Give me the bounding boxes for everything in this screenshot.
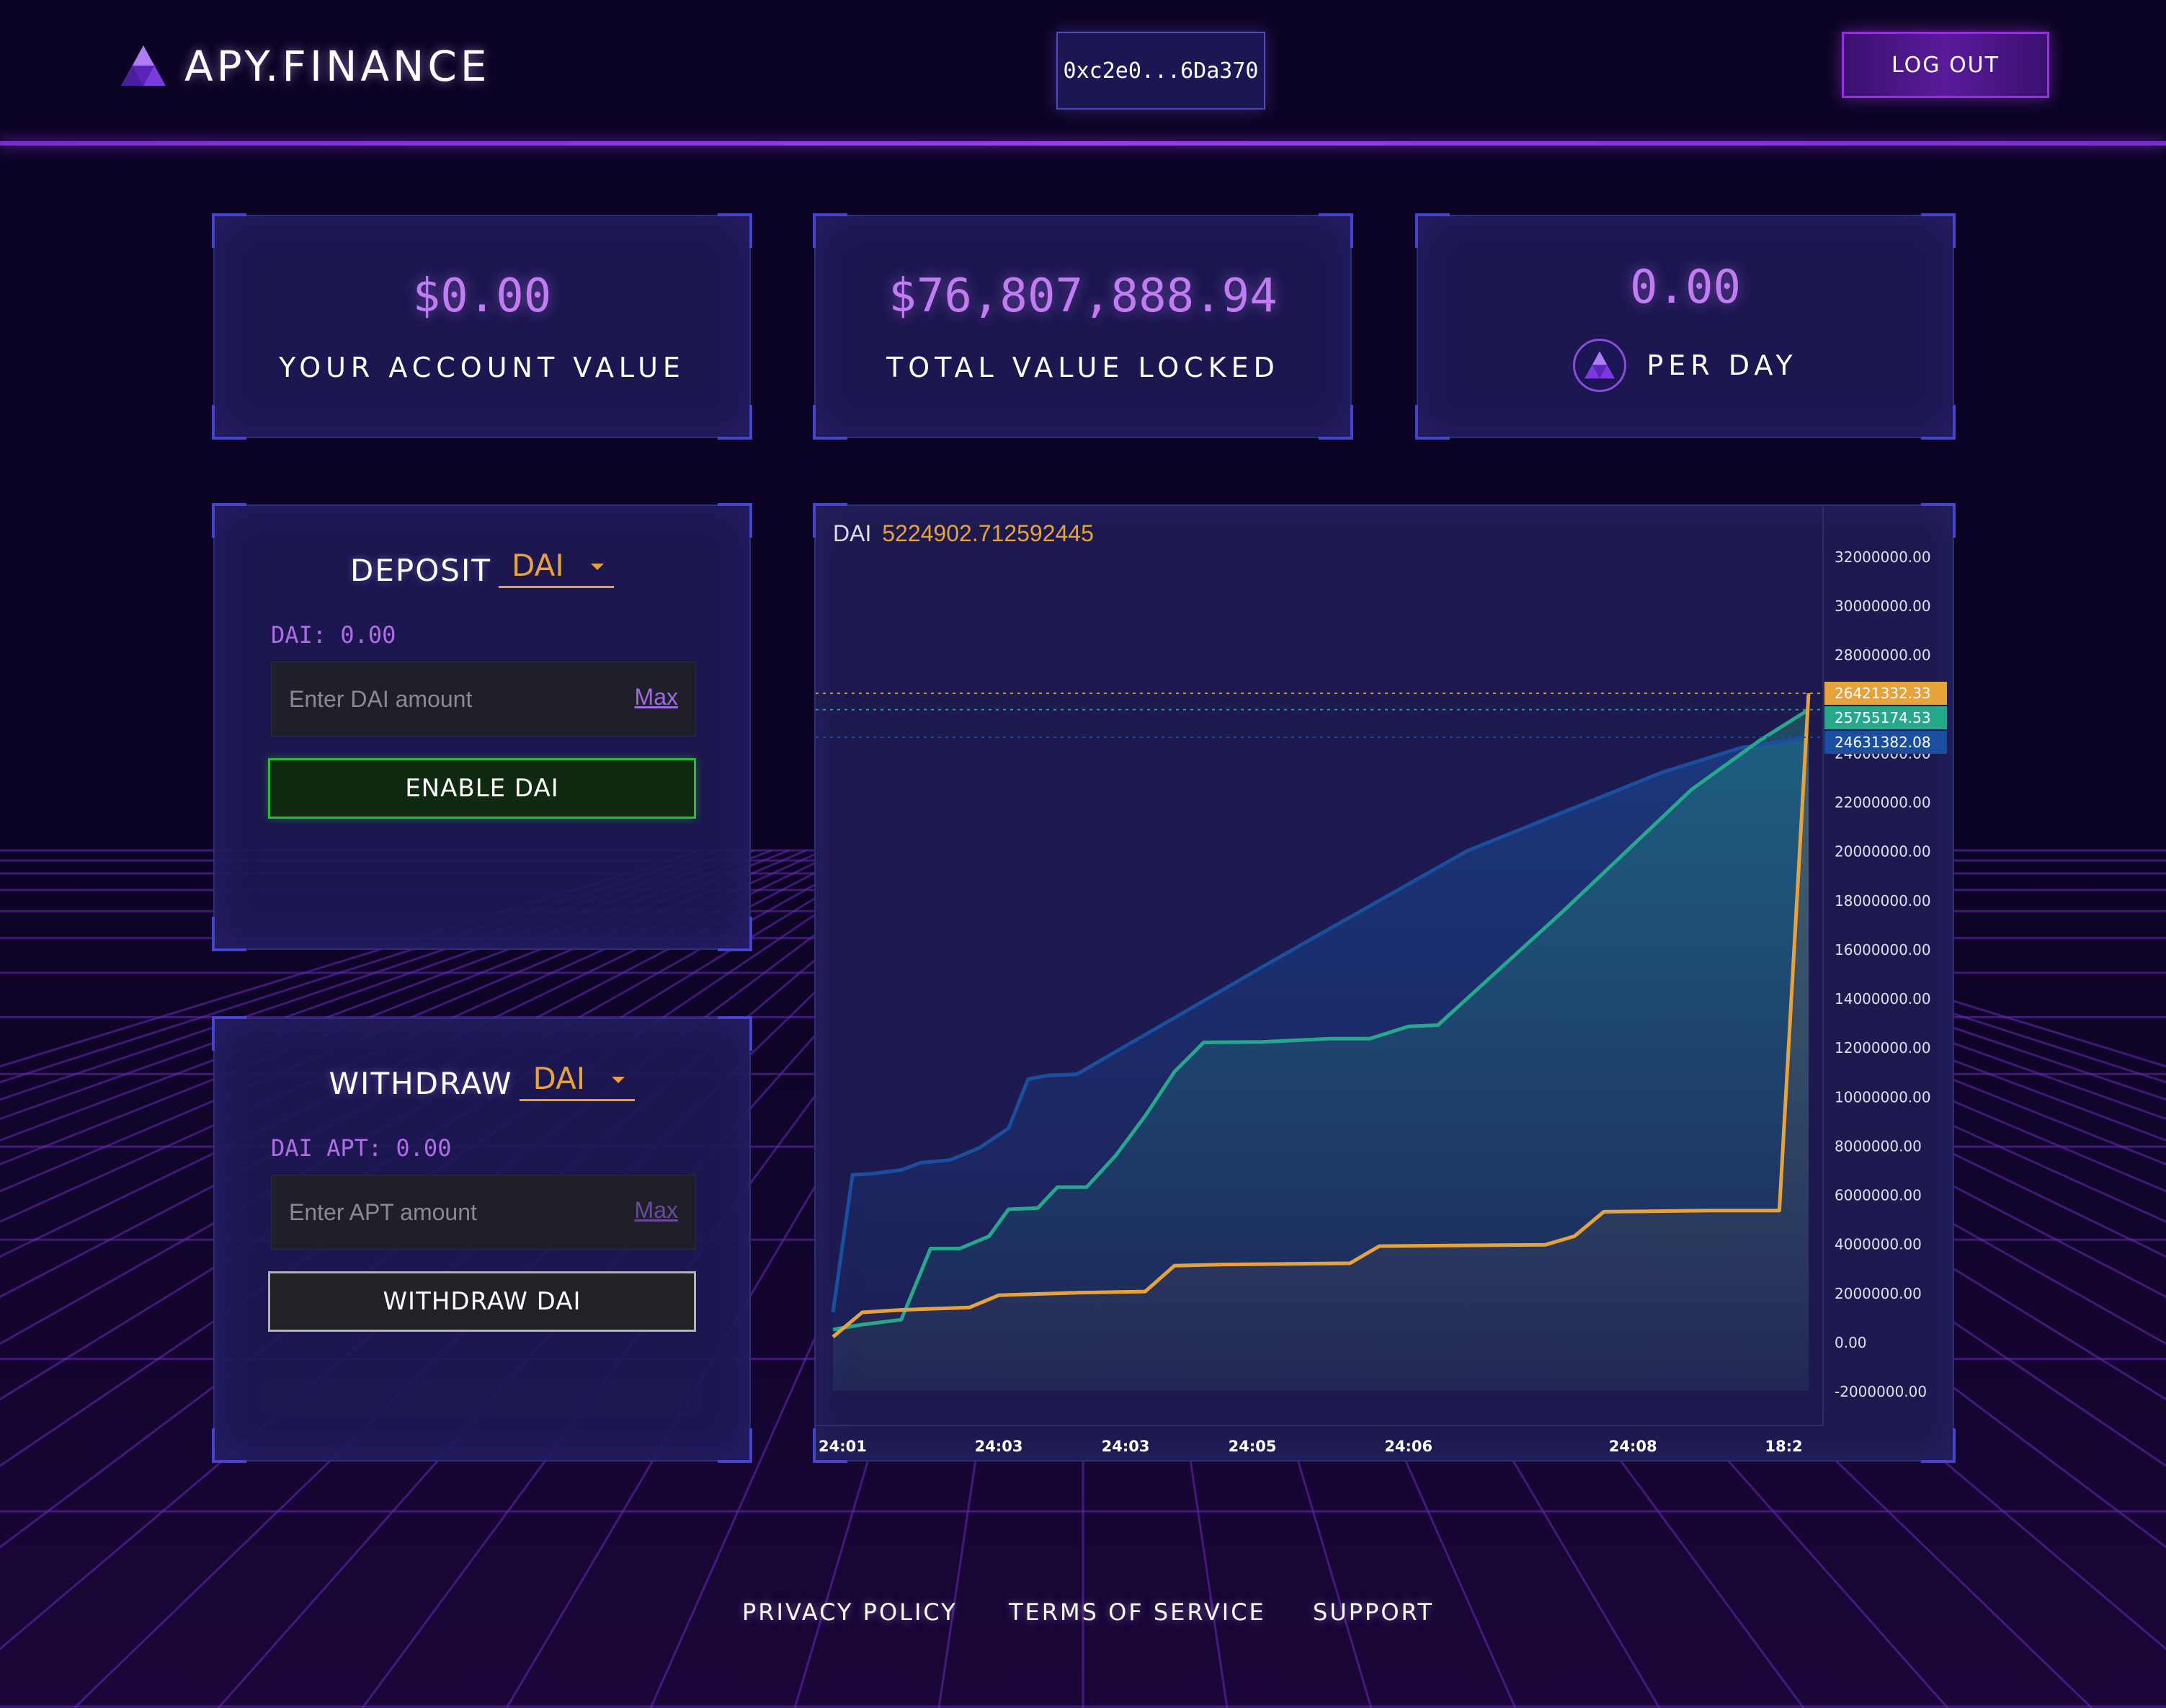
- enable-dai-button[interactable]: ENABLE DAI: [268, 758, 696, 819]
- per-day-row: PER DAY: [1418, 339, 1953, 392]
- y-tick-label: 14000000.00: [1835, 990, 1931, 1008]
- series-line-orange: [832, 693, 1811, 1339]
- x-tick-label: 24:08: [1609, 1438, 1657, 1455]
- y-tick-label: 16000000.00: [1835, 941, 1931, 958]
- y-tick-label: 10000000.00: [1835, 1088, 1931, 1106]
- grid-line: [0, 849, 738, 1101]
- withdraw-token-value: DAI: [532, 1061, 586, 1096]
- tvl-card: $76,807,888.94 TOTAL VALUE LOCKED: [813, 213, 1353, 440]
- series-area-green: [833, 709, 1809, 1391]
- last-value-box: [1824, 706, 1947, 730]
- grid-line: [0, 849, 721, 1084]
- per-day-label: PER DAY: [1646, 350, 1798, 381]
- tvl-label: TOTAL VALUE LOCKED: [886, 352, 1280, 383]
- y-tick-label: 18000000.00: [1835, 892, 1931, 909]
- deposit-token-value: DAI: [511, 548, 564, 583]
- withdraw-amount-field: Max: [271, 1175, 696, 1250]
- last-value-label: 26421332.33: [1835, 685, 1931, 702]
- y-tick-label: 2000000.00: [1835, 1285, 1922, 1302]
- y-tick-label: 8000000.00: [1835, 1137, 1922, 1155]
- chart-legend-series: DAI: [833, 520, 872, 546]
- grid-line: [0, 849, 842, 1258]
- x-tick-label: 18:2: [1765, 1438, 1802, 1455]
- wallet-address-badge[interactable]: 0xc2e0...6Da370: [1056, 32, 1265, 110]
- last-value-label: 24631382.08: [1835, 734, 1931, 751]
- header: APY.FINANCE 0xc2e0...6Da370 LOG OUT: [0, 0, 2166, 146]
- withdraw-max-link[interactable]: Max: [634, 1197, 678, 1223]
- privacy-policy-link[interactable]: PRIVACY POLICY: [742, 1598, 958, 1626]
- y-tick-label: 0.00: [1835, 1334, 1867, 1351]
- terms-of-service-link[interactable]: TERMS OF SERVICE: [1009, 1598, 1266, 1626]
- deposit-token-select[interactable]: DAI: [498, 546, 614, 588]
- dai-chart[interactable]: 32000000.0030000000.0028000000.002400000…: [816, 506, 1956, 1463]
- x-tick-label: 24:05: [1229, 1438, 1277, 1455]
- tvl-value: $76,807,888.94: [888, 270, 1278, 323]
- deposit-max-link[interactable]: Max: [634, 684, 678, 710]
- header-divider: [0, 141, 2166, 146]
- grid-line: [0, 849, 790, 1166]
- deposit-title-row: DEPOSIT DAI: [215, 546, 749, 588]
- chart-panel: 32000000.0030000000.0028000000.002400000…: [813, 503, 1956, 1463]
- deposit-amount-field: Max: [271, 662, 696, 737]
- series-area-orange: [833, 693, 1809, 1391]
- series-line-green: [832, 708, 1810, 1332]
- series-line-blue: [831, 735, 1809, 1313]
- account-value-card: $0.00 YOUR ACCOUNT VALUE: [212, 213, 752, 440]
- chevron-down-icon: [590, 564, 604, 570]
- x-tick-label: 24:06: [1384, 1438, 1432, 1455]
- grid-line: [0, 849, 755, 1121]
- y-tick-label: 4000000.00: [1835, 1236, 1922, 1253]
- last-value-box: [1824, 682, 1947, 706]
- account-value: $0.00: [412, 270, 552, 323]
- last-value-box: [1824, 731, 1947, 755]
- x-tick-label: 24:03: [975, 1438, 1023, 1455]
- apy-token-icon: [1573, 339, 1627, 392]
- chevron-down-icon: [612, 1077, 625, 1083]
- x-tick-label: 24:01: [819, 1438, 867, 1455]
- deposit-title: DEPOSIT: [350, 553, 491, 588]
- grid-line: [0, 849, 876, 1346]
- withdraw-dai-button[interactable]: WITHDRAW DAI: [268, 1271, 696, 1332]
- withdraw-amount-input[interactable]: [272, 1175, 603, 1249]
- grid-line: [0, 849, 772, 1142]
- deposit-panel: DEPOSIT DAI DAI: 0.00 Max ENABLE DAI: [212, 503, 752, 951]
- y-tick-label: 22000000.00: [1835, 794, 1931, 811]
- deposit-amount-input[interactable]: [272, 662, 603, 736]
- y-tick-label: 32000000.00: [1835, 548, 1931, 566]
- y-tick-label: -2000000.00: [1835, 1383, 1927, 1400]
- withdraw-balance: DAI APT: 0.00: [271, 1134, 452, 1162]
- y-tick-label: 6000000.00: [1835, 1187, 1922, 1204]
- y-tick-label: 28000000.00: [1835, 646, 1931, 664]
- grid-line: [0, 849, 859, 1299]
- y-tick-label: 30000000.00: [1835, 597, 1931, 615]
- logo-text: APY.FINANCE: [184, 42, 491, 91]
- withdraw-token-select[interactable]: DAI: [520, 1059, 636, 1101]
- per-day-value: 0.00: [1629, 261, 1742, 314]
- grid-line: [0, 849, 703, 1068]
- withdraw-panel: WITHDRAW DAI DAI APT: 0.00 Max WITHDRAW …: [212, 1016, 752, 1463]
- chart-legend: DAI 5224902.712592445: [833, 520, 1094, 547]
- withdraw-title-row: WITHDRAW DAI: [215, 1059, 749, 1101]
- grid-line: [0, 849, 893, 1401]
- y-tick-label: 12000000.00: [1835, 1039, 1931, 1057]
- grid-line: [0, 849, 807, 1193]
- last-value-label: 25755174.53: [1835, 709, 1931, 726]
- deposit-balance: DAI: 0.00: [271, 621, 396, 649]
- chart-legend-value: 5224902.712592445: [882, 520, 1094, 546]
- logo[interactable]: APY.FINANCE: [120, 39, 491, 94]
- logout-button[interactable]: LOG OUT: [1842, 32, 2049, 98]
- withdraw-title: WITHDRAW: [329, 1066, 513, 1101]
- per-day-card: 0.00 PER DAY: [1415, 213, 1956, 440]
- grid-line: [0, 849, 824, 1223]
- account-value-label: YOUR ACCOUNT VALUE: [279, 352, 685, 383]
- apy-logo-icon: [121, 45, 166, 86]
- support-link[interactable]: SUPPORT: [1313, 1598, 1434, 1626]
- x-tick-label: 24:03: [1102, 1438, 1150, 1455]
- y-tick-label: 20000000.00: [1835, 843, 1931, 860]
